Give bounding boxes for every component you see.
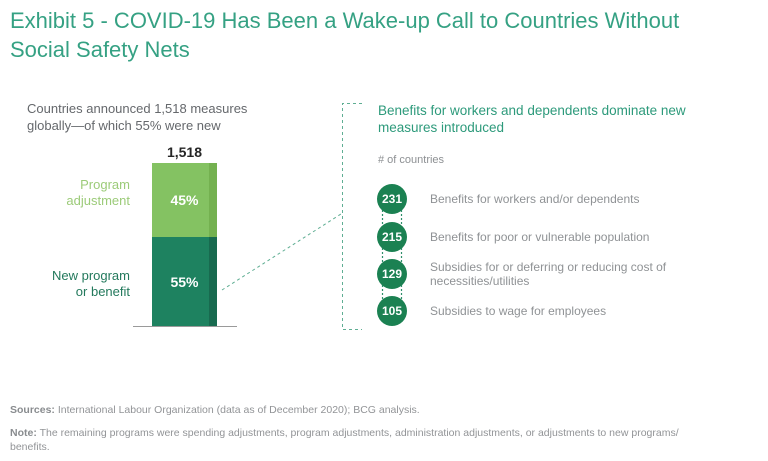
exhibit-title-line1: Exhibit 5 - COVID-19 Has Been a Wake-up … [10,8,680,33]
stacked-bar: 45% 55% [152,163,217,326]
footer-note: Note: The remaining programs were spendi… [10,426,758,454]
bar-segment-program-adjustment: 45% [152,163,217,237]
right-panel-header-line2: measures introduced [378,120,505,135]
dashed-bracket [342,103,362,330]
segment-value-45: 45% [170,192,199,208]
bar-segment-shading [209,237,217,326]
left-chart-intro-line1: Countries announced 1,518 measures [27,101,248,116]
bar-segment-shading [209,163,217,237]
segment-label-program-adjustment-line2: adjustment [66,193,130,208]
segment-label-program-adjustment-line1: Program [80,177,130,192]
bar-total-label: 1,518 [166,144,203,160]
left-chart-intro: Countries announced 1,518 measures globa… [27,100,327,134]
note-line1: Note: The remaining programs were spendi… [10,426,758,440]
note-label: Note: [10,427,37,439]
segment-label-new-program: New program or benefit [20,268,130,300]
footer-sources: Sources: International Labour Organizati… [10,404,758,417]
segment-label-new-program-line2: or benefit [75,284,130,299]
count-circle-215: 215 [377,222,407,252]
count-label-wage-subsidies: Subsidies to wage for employees [430,304,607,318]
exhibit-title-line2: Social Safety Nets [10,37,190,62]
right-panel-header: Benefits for workers and dependents domi… [378,102,728,136]
count-label-workers-dependents: Benefits for workers and/or dependents [430,192,640,206]
segment-label-new-program-line1: New program [51,268,130,283]
segment-value-55: 55% [170,273,199,290]
count-label-subsidies-necessities: Subsidies for or deferring or reducing c… [430,260,667,288]
note-text-line1: The remaining programs were spending adj… [36,427,679,439]
bar-axis-baseline [133,326,237,327]
count-circle-231: 231 [377,184,407,214]
diagonal-dashed-connector [221,213,342,291]
sources-label: Sources: [10,404,55,416]
exhibit-title: Exhibit 5 - COVID-19 Has Been a Wake-up … [10,6,758,64]
count-circle-105: 105 [377,296,407,326]
count-circle-129: 129 [377,259,407,289]
bar-segment-new-program: 55% [152,237,217,326]
segment-label-program-adjustment: Program adjustment [20,177,130,209]
unit-label-countries: # of countries [378,154,445,166]
sources-text: International Labour Organization (data … [54,404,420,416]
left-chart-intro-line2: globally—of which 55% were new [27,118,221,133]
right-panel-header-line1: Benefits for workers and dependents domi… [378,103,686,118]
count-label-poor-vulnerable: Benefits for poor or vulnerable populati… [430,230,650,244]
note-text-line2: benefits. [10,441,50,453]
